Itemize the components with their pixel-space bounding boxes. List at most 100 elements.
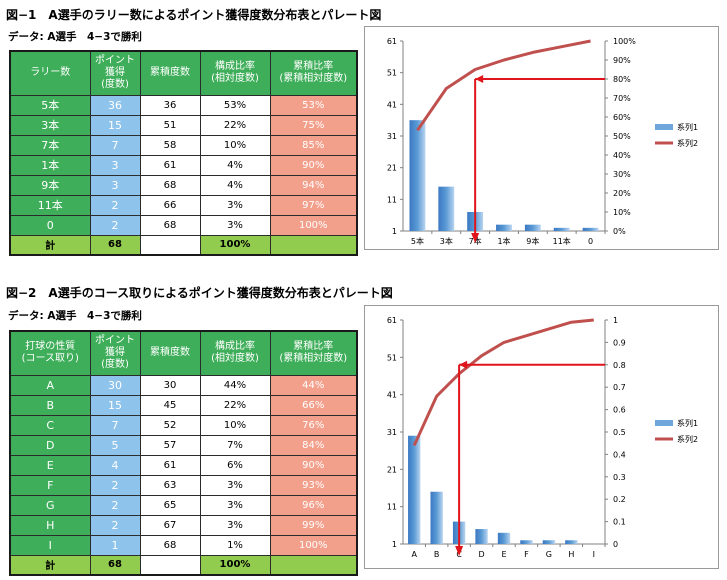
bar bbox=[524, 224, 541, 231]
y-left-tick-label: 41 bbox=[387, 100, 397, 109]
cell-frequency: 2 bbox=[89, 474, 141, 496]
x-tick-label: B bbox=[434, 550, 440, 559]
y-right-tick-label: 0.1 bbox=[613, 518, 626, 527]
table-row: G 2 65 3% 96% bbox=[9, 494, 358, 516]
cell-cumulative-ratio: 99% bbox=[269, 514, 358, 536]
cell-cumulative: 36 bbox=[139, 94, 201, 116]
cell-cumulative: 63 bbox=[139, 474, 201, 496]
y-left-tick-label: 61 bbox=[387, 37, 397, 46]
cell-category: 5本 bbox=[9, 94, 91, 116]
y-left-tick-label: 61 bbox=[387, 316, 397, 325]
figure-1-frequency-table: ラリー数 ポイント 獲得 (度数) 累積度数 構成比率 (相対度数) 累積比率 (累積相… bbox=[9, 50, 358, 256]
cell-ratio: 22% bbox=[199, 114, 271, 136]
cell-category: 7本 bbox=[9, 134, 91, 156]
y-right-tick-label: 40% bbox=[613, 151, 631, 160]
total-cumulative-ratio bbox=[269, 554, 358, 576]
cell-cumulative: 67 bbox=[139, 514, 201, 536]
cell-frequency: 2 bbox=[89, 214, 141, 236]
bar bbox=[496, 224, 512, 231]
series-line bbox=[412, 318, 594, 447]
table-row: H 2 67 3% 99% bbox=[9, 514, 358, 536]
cell-ratio: 4% bbox=[199, 154, 271, 176]
cell-cumulative: 30 bbox=[139, 374, 201, 396]
x-tick-label: 11本 bbox=[553, 236, 571, 246]
x-tick-label: E bbox=[501, 550, 506, 559]
header-cumulative: 累積度数 bbox=[139, 50, 201, 96]
cell-cumulative: 68 bbox=[139, 174, 201, 196]
y-right-tick-label: 0.6 bbox=[613, 406, 626, 415]
cell-cumulative-ratio: 85% bbox=[269, 134, 358, 156]
total-category: 計 bbox=[9, 554, 91, 576]
legend-swatch-bar bbox=[655, 124, 673, 130]
y-right-tick-label: 0% bbox=[613, 227, 626, 236]
figure-1-pareto-svg: 11121314151610%10%20%30%40%50%60%70%80%9… bbox=[387, 37, 698, 246]
x-tick-label: D bbox=[478, 550, 484, 559]
cell-category: I bbox=[9, 534, 91, 556]
cell-cumulative-ratio: 90% bbox=[269, 454, 358, 476]
table-row: F 2 63 3% 93% bbox=[9, 474, 358, 496]
y-right-tick-label: 0.3 bbox=[613, 473, 626, 482]
cell-ratio: 3% bbox=[199, 494, 271, 516]
y-right-tick-label: 90% bbox=[613, 56, 631, 65]
figure-1-data-note: データ: A選手 4−3で勝利 bbox=[8, 31, 142, 43]
header-category: 打球の性質 (コース取り) bbox=[9, 330, 91, 376]
cell-category: 11本 bbox=[9, 194, 91, 216]
y-left-tick-label: 31 bbox=[387, 132, 397, 141]
figure-2-title: 図−2 A選手のコース取りによるポイント獲得度数分布表とパレート図 bbox=[6, 286, 393, 300]
cell-cumulative-ratio: 44% bbox=[269, 374, 358, 396]
bar bbox=[438, 186, 455, 231]
x-tick-label: G bbox=[546, 550, 552, 559]
cell-frequency: 3 bbox=[89, 154, 141, 176]
cell-frequency: 15 bbox=[89, 394, 141, 416]
total-frequency: 68 bbox=[89, 234, 141, 256]
y-right-tick-label: 0.2 bbox=[613, 495, 626, 504]
x-tick-label: H bbox=[568, 550, 574, 559]
x-tick-label: 0 bbox=[588, 237, 593, 246]
cell-ratio: 3% bbox=[199, 474, 271, 496]
figure-2-data-note: データ: A選手 4−3で勝利 bbox=[8, 310, 142, 322]
cell-ratio: 22% bbox=[199, 394, 271, 416]
y-left-tick-label: 1 bbox=[392, 227, 397, 236]
annotation-arrowhead-down bbox=[471, 233, 480, 243]
legend-label-bar: 系列1 bbox=[677, 418, 698, 428]
y-right-tick-label: 0.4 bbox=[613, 450, 626, 459]
header-ratio: 構成比率 (相対度数) bbox=[199, 330, 271, 376]
cell-cumulative-ratio: 84% bbox=[269, 434, 358, 456]
cell-frequency: 2 bbox=[89, 514, 141, 536]
y-right-tick-label: 10% bbox=[613, 208, 631, 217]
table-row: 3本 15 51 22% 75% bbox=[9, 114, 358, 136]
y-left-tick-label: 1 bbox=[392, 540, 397, 549]
bar bbox=[475, 529, 488, 544]
x-tick-label: A bbox=[411, 550, 417, 559]
total-ratio: 100% bbox=[199, 554, 271, 576]
cell-cumulative-ratio: 53% bbox=[269, 94, 358, 116]
cell-ratio: 53% bbox=[199, 94, 271, 116]
y-right-tick-label: 0.5 bbox=[613, 428, 626, 437]
table-row: 11本 2 66 3% 97% bbox=[9, 194, 358, 216]
cell-ratio: 1% bbox=[199, 534, 271, 556]
cell-frequency: 5 bbox=[89, 434, 141, 456]
x-tick-label: I bbox=[593, 550, 595, 559]
bar bbox=[582, 227, 599, 231]
cell-cumulative: 68 bbox=[139, 534, 201, 556]
bar bbox=[497, 532, 511, 544]
legend-label-line: 系列2 bbox=[677, 138, 698, 148]
cell-cumulative-ratio: 93% bbox=[269, 474, 358, 496]
y-right-tick-label: 0.9 bbox=[613, 338, 626, 347]
table-row: 1本 3 61 4% 90% bbox=[9, 154, 358, 176]
cell-category: B bbox=[9, 394, 91, 416]
cell-cumulative-ratio: 97% bbox=[269, 194, 358, 216]
bar bbox=[408, 435, 421, 544]
bar bbox=[520, 540, 533, 544]
legend-label-bar: 系列1 bbox=[677, 122, 698, 132]
figure-2-frequency-table: 打球の性質 (コース取り) ポイント 獲得 (度数) 累積度数 構成比率 (相対度数)… bbox=[9, 330, 358, 576]
cell-category: F bbox=[9, 474, 91, 496]
x-tick-label: F bbox=[524, 550, 529, 559]
legend-label-line: 系列2 bbox=[677, 434, 698, 444]
series-line bbox=[416, 39, 591, 132]
bar bbox=[430, 491, 443, 544]
total-cumulative bbox=[139, 234, 201, 256]
y-right-tick-label: 1 bbox=[613, 316, 618, 325]
table-total-row: 計 68 100% bbox=[9, 234, 358, 256]
x-tick-label: 1本 bbox=[497, 236, 510, 246]
